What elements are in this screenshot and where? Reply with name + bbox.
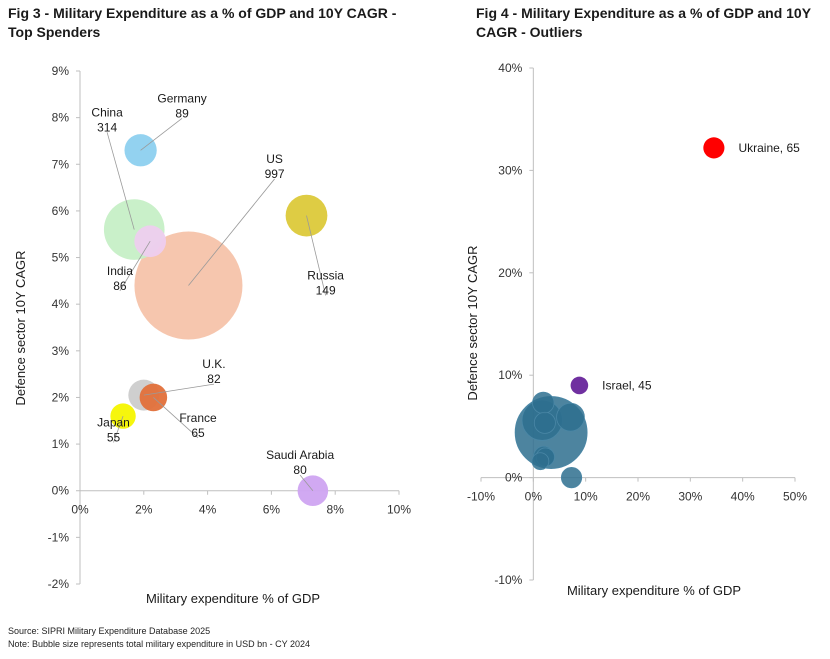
leader-china <box>106 132 135 230</box>
leader-saudi-arabia <box>299 474 314 491</box>
fig3-y-tick-label: 1% <box>52 437 70 451</box>
label-us: US <box>266 152 283 166</box>
fig3-y-tick-label: -1% <box>48 530 70 544</box>
fig3-x-tick-label: 8% <box>327 503 345 517</box>
bubble-top-spender <box>532 391 555 415</box>
fig4-x-axis-label: Military expenditure % of GDP <box>567 583 741 598</box>
fig4-y-tick-label: 40% <box>498 61 522 75</box>
bubble-top-spender <box>533 411 556 434</box>
label-ukraine: Ukraine, 65 <box>738 141 800 155</box>
fig4-x-tick-label: 10% <box>574 490 598 504</box>
label-germany: Germany <box>157 91 206 105</box>
bubble-top-spender <box>556 402 585 432</box>
fig3-y-tick-label: -2% <box>48 577 70 591</box>
label-u-k-: U.K. <box>202 357 225 371</box>
leader-germany <box>140 117 183 151</box>
leader-france <box>153 397 199 439</box>
fig4-title: Fig 4 - Military Expenditure as a % of G… <box>476 5 811 40</box>
fig3-x-axis-label: Military expenditure % of GDP <box>146 591 320 606</box>
fig3-y-tick-label: 3% <box>52 344 70 358</box>
fig3-y-tick-label: 9% <box>52 64 70 78</box>
fig3-y-axis-label: Defence sector 10Y CAGR <box>13 250 28 405</box>
bubble-top-spender <box>531 452 550 471</box>
value-china: 314 <box>97 120 117 134</box>
source-note: Source: SIPRI Military Expenditure Datab… <box>8 626 211 636</box>
fig4-x-tick-label: 0% <box>525 490 543 504</box>
fig3-x-tick-label: 4% <box>199 503 217 517</box>
fig3-x-tick-label: 6% <box>263 503 281 517</box>
value-japan: 55 <box>107 430 121 444</box>
fig4-y-tick-label: 0% <box>505 471 523 485</box>
fig4-y-tick-label: -10% <box>494 573 522 587</box>
fig3-y-tick-label: 6% <box>52 204 70 218</box>
label-russia: Russia <box>307 269 344 283</box>
value-russia: 149 <box>316 284 336 298</box>
leader-india <box>119 241 151 292</box>
fig3-y-tick-label: 7% <box>52 157 70 171</box>
value-us: 997 <box>265 167 285 181</box>
label-japan: Japan <box>97 415 130 429</box>
bubble-israel <box>570 376 589 395</box>
label-israel: Israel, 45 <box>602 378 652 392</box>
bubble-ukraine <box>703 137 725 159</box>
leader-russia <box>306 215 327 296</box>
value-saudi-arabia: 80 <box>293 463 307 477</box>
leader-u-k- <box>143 383 215 396</box>
fig4-y-tick-label: 10% <box>498 368 522 382</box>
label-saudi-arabia: Saudi Arabia <box>266 448 334 462</box>
leader-japan <box>113 415 124 443</box>
bubble-size-note: Note: Bubble size represents total milit… <box>8 639 310 649</box>
fig4-x-tick-label: 50% <box>783 490 807 504</box>
fig3-x-tick-label: 10% <box>387 503 411 517</box>
fig4-y-tick-label: 20% <box>498 266 522 280</box>
leader-us <box>188 178 275 286</box>
bubble-top-spender <box>560 467 583 489</box>
fig4-y-axis-label: Defence sector 10Y CAGR <box>465 245 480 400</box>
value-france: 65 <box>191 426 205 440</box>
value-u-k-: 82 <box>207 372 221 386</box>
label-china: China <box>91 105 123 119</box>
label-france: France <box>179 411 217 425</box>
fig3-y-tick-label: 4% <box>52 297 70 311</box>
fig3-y-tick-label: 0% <box>52 484 70 498</box>
fig4-x-tick-label: 30% <box>678 490 702 504</box>
fig4-x-tick-label: 40% <box>731 490 755 504</box>
fig3-title: Fig 3 - Military Expenditure as a % of G… <box>8 5 397 40</box>
fig4-y-tick-label: 30% <box>498 163 522 177</box>
fig3-y-tick-label: 5% <box>52 251 70 265</box>
fig4-x-tick-label: -10% <box>467 490 495 504</box>
label-india: India <box>107 264 133 278</box>
value-india: 86 <box>113 279 127 293</box>
value-germany: 89 <box>175 106 189 120</box>
fig3-x-tick-label: 0% <box>71 503 89 517</box>
fig4-x-tick-label: 20% <box>626 490 650 504</box>
fig3-y-tick-label: 8% <box>52 111 70 125</box>
fig3-y-tick-label: 2% <box>52 390 70 404</box>
bubble-germany <box>124 134 157 167</box>
fig3-x-tick-label: 2% <box>135 503 153 517</box>
